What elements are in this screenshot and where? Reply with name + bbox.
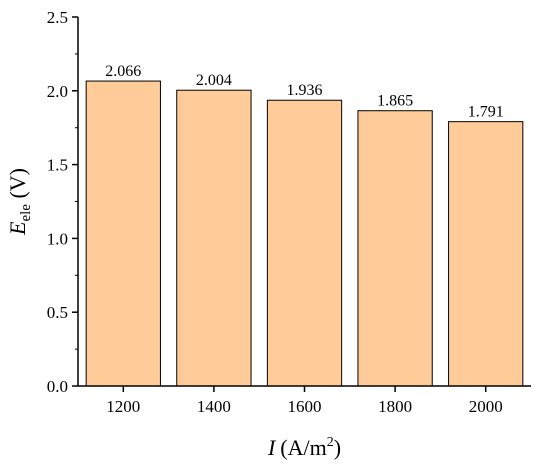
x-axis-close-paren: ) — [334, 435, 341, 460]
y-axis-unit: (V) — [5, 168, 30, 204]
x-axis-superscript: 2 — [327, 435, 334, 450]
y-tick-label-0.0: 0.0 — [47, 377, 68, 396]
x-tick-label-2000: 2000 — [469, 397, 503, 416]
y-tick-label-2.5: 2.5 — [47, 8, 68, 27]
y-ticks-group: 0.0 0.5 1.0 1.5 2.0 2.5 — [47, 8, 78, 396]
x-tick-label-1400: 1400 — [197, 397, 231, 416]
bar-1800 — [357, 110, 433, 387]
bar-1600 — [266, 99, 343, 387]
y-tick-label-0.5: 0.5 — [47, 303, 68, 322]
data-label-2000: 1.791 — [468, 104, 504, 121]
x-tick-label-1600: 1600 — [288, 397, 322, 416]
y-tick-label-1.0: 1.0 — [47, 229, 68, 248]
x-axis-unit: (A/m — [280, 435, 326, 460]
x-axis-label: I (A/m2) — [267, 435, 341, 460]
x-tick-label-1200: 1200 — [106, 397, 140, 416]
x-axis-symbol: I — [267, 435, 277, 460]
data-label-1800: 1.865 — [377, 93, 413, 110]
bar-1400 — [176, 89, 252, 387]
data-label-1400: 2.004 — [196, 72, 232, 89]
bars-group — [85, 80, 524, 387]
x-tick-label-1800: 1800 — [378, 397, 412, 416]
y-axis-subscript: ele — [18, 204, 34, 222]
y-axis-label: Eele (V) — [5, 168, 34, 236]
data-label-1600: 1.936 — [287, 82, 323, 99]
data-labels-group: 2.066 2.004 1.936 1.865 1.791 — [105, 63, 503, 121]
y-tick-label-2.0: 2.0 — [47, 82, 68, 101]
y-tick-label-1.5: 1.5 — [47, 156, 68, 175]
x-ticks-group: 1200 1400 1600 1800 2000 — [106, 386, 503, 416]
y-axis-symbol: E — [5, 221, 30, 236]
data-label-1200: 2.066 — [105, 63, 141, 80]
bar-2000 — [448, 121, 524, 387]
bar-1200 — [85, 80, 161, 387]
